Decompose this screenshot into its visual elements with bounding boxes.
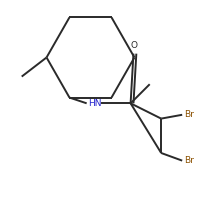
Text: HN: HN bbox=[89, 99, 102, 108]
Text: Br: Br bbox=[184, 156, 194, 165]
Text: O: O bbox=[131, 41, 138, 50]
Text: Br: Br bbox=[184, 110, 194, 119]
